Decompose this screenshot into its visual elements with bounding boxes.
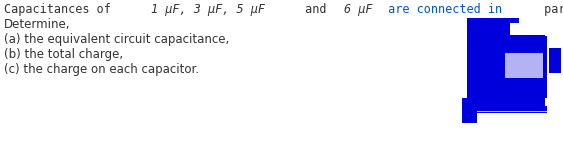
Text: parallel to a direct voltage supply of 100: parallel to a direct voltage supply of 1… <box>537 3 563 16</box>
Text: and: and <box>298 3 334 16</box>
Bar <box>545 98 553 106</box>
Text: (c) the charge on each capacitor.: (c) the charge on each capacitor. <box>4 63 199 76</box>
Bar <box>510 23 552 35</box>
Text: 6 μF: 6 μF <box>344 3 373 16</box>
Text: 1 μF, 3 μF, 5 μF: 1 μF, 3 μF, 5 μF <box>151 3 265 16</box>
Bar <box>467 28 547 113</box>
Text: Determine,: Determine, <box>4 18 70 31</box>
Bar <box>505 53 543 78</box>
Bar <box>549 48 561 73</box>
Bar <box>462 98 477 123</box>
Bar <box>467 18 519 33</box>
Text: are connected in: are connected in <box>381 3 502 16</box>
Text: Capacitances of: Capacitances of <box>4 3 118 16</box>
Text: (b) the total charge,: (b) the total charge, <box>4 48 123 61</box>
Text: (a) the equivalent circuit capacitance,: (a) the equivalent circuit capacitance, <box>4 33 229 46</box>
Bar <box>545 28 553 36</box>
